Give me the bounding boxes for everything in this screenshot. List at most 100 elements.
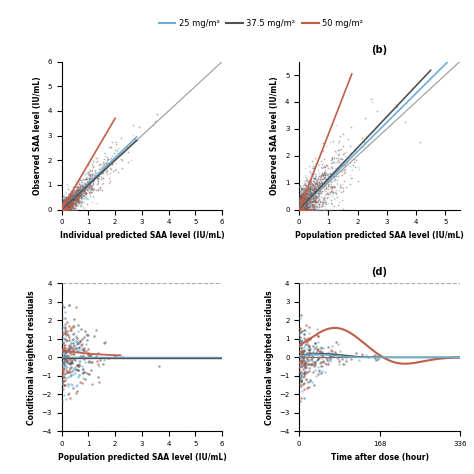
- Text: (d): (d): [372, 266, 388, 276]
- Point: [60, 206, 67, 213]
- Point: [69, 192, 76, 200]
- Point: [69, 382, 76, 389]
- Point: [300, 379, 307, 386]
- Point: [63, 193, 70, 201]
- Point: [300, 206, 308, 213]
- Point: [302, 198, 310, 206]
- X-axis label: Population predicted SAA level (IU/mL): Population predicted SAA level (IU/mL): [57, 453, 226, 462]
- Point: [65, 202, 73, 210]
- Point: [64, 206, 72, 213]
- Point: [298, 356, 306, 364]
- Point: [76, 337, 84, 345]
- Point: [301, 206, 308, 213]
- Point: [67, 201, 75, 209]
- Point: [72, 389, 80, 397]
- Point: [300, 191, 307, 198]
- Point: [312, 170, 319, 178]
- Point: [299, 206, 306, 213]
- Point: [88, 183, 95, 191]
- Point: [58, 202, 65, 210]
- Point: [312, 183, 320, 191]
- Point: [64, 201, 72, 209]
- Point: [59, 206, 66, 213]
- Point: [93, 175, 101, 183]
- Point: [58, 206, 66, 213]
- Point: [64, 380, 72, 388]
- Point: [60, 206, 68, 213]
- Point: [340, 166, 347, 173]
- Point: [321, 182, 328, 190]
- Point: [302, 376, 310, 383]
- Point: [307, 185, 315, 193]
- Point: [63, 197, 70, 204]
- Point: [86, 188, 94, 196]
- Point: [60, 201, 67, 209]
- Point: [301, 370, 309, 378]
- Point: [296, 314, 304, 321]
- Y-axis label: Conditional weighted residuals: Conditional weighted residuals: [264, 290, 273, 425]
- Point: [308, 169, 316, 177]
- Point: [315, 367, 322, 374]
- Point: [309, 357, 316, 365]
- Point: [299, 204, 307, 211]
- Point: [83, 186, 91, 193]
- Point: [310, 190, 318, 197]
- Point: [304, 191, 311, 199]
- Point: [67, 195, 75, 202]
- Point: [315, 183, 323, 191]
- Point: [102, 159, 109, 166]
- Point: [305, 346, 313, 354]
- Point: [62, 204, 69, 211]
- Point: [296, 206, 304, 213]
- Point: [323, 175, 330, 183]
- Point: [98, 169, 105, 177]
- Point: [62, 366, 70, 374]
- Point: [311, 197, 319, 204]
- Point: [320, 168, 328, 175]
- Point: [64, 193, 72, 201]
- Point: [73, 196, 81, 203]
- Point: [309, 357, 317, 365]
- Point: [297, 206, 304, 213]
- Point: [67, 193, 75, 201]
- Point: [63, 200, 70, 207]
- Point: [76, 189, 84, 196]
- Point: [307, 192, 314, 200]
- Point: [70, 197, 77, 205]
- Point: [87, 366, 94, 374]
- Point: [301, 201, 309, 208]
- Point: [62, 201, 69, 209]
- Point: [66, 206, 73, 213]
- Point: [66, 394, 74, 401]
- Point: [64, 363, 71, 371]
- Point: [309, 185, 316, 192]
- Point: [58, 201, 66, 208]
- Point: [298, 190, 306, 197]
- Point: [74, 374, 82, 381]
- Point: [64, 204, 72, 212]
- Point: [76, 346, 83, 354]
- Point: [63, 198, 71, 205]
- Point: [58, 206, 65, 213]
- Point: [63, 206, 71, 213]
- Point: [75, 371, 82, 378]
- Point: [64, 195, 71, 203]
- Point: [89, 179, 97, 186]
- Point: [71, 194, 79, 202]
- Point: [59, 364, 66, 372]
- Point: [61, 198, 69, 205]
- Point: [82, 181, 89, 188]
- Point: [302, 202, 310, 210]
- Point: [311, 339, 319, 346]
- Point: [310, 191, 317, 198]
- Point: [300, 206, 307, 213]
- Point: [299, 356, 307, 364]
- Point: [68, 195, 76, 202]
- Point: [76, 183, 84, 191]
- Point: [62, 197, 70, 204]
- Point: [315, 337, 322, 345]
- Point: [319, 171, 327, 179]
- Point: [94, 177, 101, 185]
- Point: [297, 194, 305, 202]
- Point: [307, 176, 314, 184]
